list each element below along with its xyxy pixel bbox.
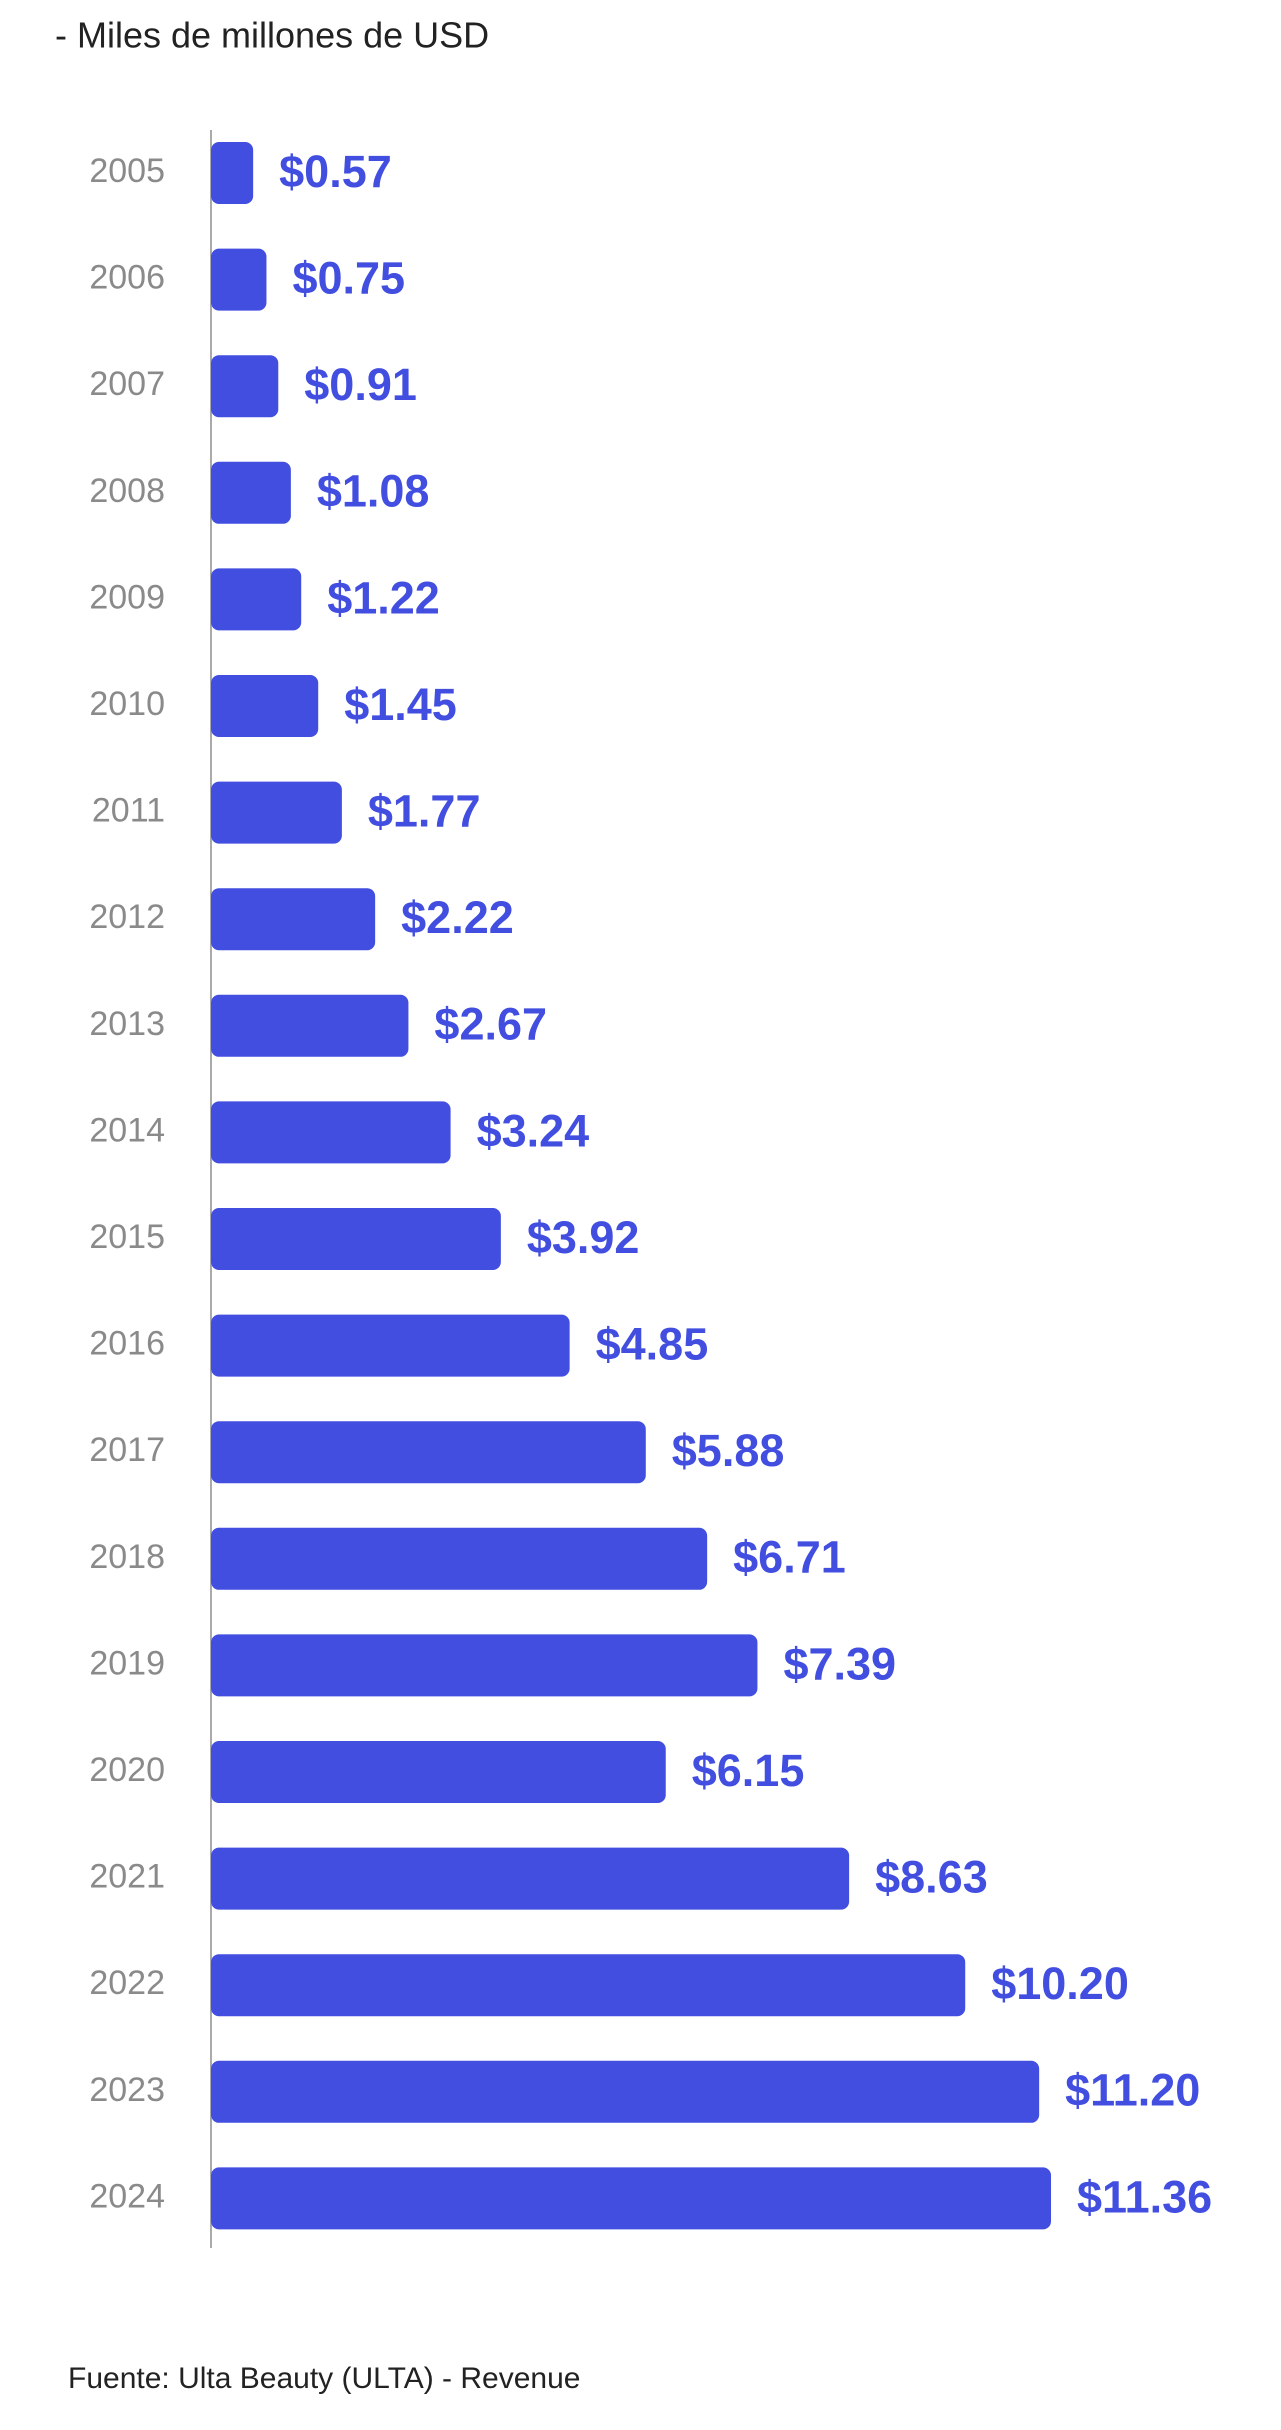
data-label: $0.75 bbox=[292, 252, 405, 303]
data-label: $10.20 bbox=[991, 1958, 1129, 2009]
bar bbox=[211, 2167, 1051, 2230]
bar bbox=[211, 355, 279, 418]
y-tick-label: 2012 bbox=[89, 898, 165, 936]
data-label: $1.77 bbox=[368, 785, 481, 836]
y-tick-label: 2018 bbox=[89, 1538, 165, 1576]
data-label: $11.36 bbox=[1077, 2171, 1212, 2222]
bar bbox=[211, 1634, 758, 1697]
y-tick-label: 2014 bbox=[89, 1111, 165, 1149]
data-label: $5.88 bbox=[672, 1425, 785, 1476]
y-tick-label: 2013 bbox=[89, 1005, 165, 1043]
data-label: $1.22 bbox=[327, 572, 440, 623]
y-tick-label: 2019 bbox=[89, 1644, 165, 1682]
data-label: $11.20 bbox=[1065, 2065, 1200, 2116]
data-label: $0.57 bbox=[279, 146, 392, 197]
bar bbox=[211, 781, 342, 844]
source-note: Fuente: Ulta Beauty (ULTA) - Revenue bbox=[68, 2362, 580, 2395]
bar bbox=[211, 1847, 850, 1910]
data-label: $3.92 bbox=[527, 1212, 640, 1263]
y-tick-label: 2021 bbox=[89, 1858, 165, 1896]
y-tick-label: 2017 bbox=[89, 1431, 165, 1469]
data-label: $2.22 bbox=[401, 892, 514, 943]
data-label: $7.39 bbox=[783, 1638, 896, 1689]
bar bbox=[211, 675, 319, 737]
data-label: $4.85 bbox=[596, 1318, 709, 1369]
bar bbox=[211, 1314, 570, 1377]
bar bbox=[211, 1741, 666, 1803]
data-label: $3.24 bbox=[477, 1105, 590, 1156]
bar bbox=[211, 2060, 1040, 2123]
bar bbox=[211, 1101, 451, 1164]
y-tick-label: 2011 bbox=[92, 792, 165, 830]
bar bbox=[211, 1421, 646, 1484]
data-label: $1.08 bbox=[317, 466, 430, 517]
bar bbox=[211, 142, 254, 204]
data-label: $2.67 bbox=[434, 999, 547, 1050]
y-tick-label: 2016 bbox=[89, 1325, 165, 1363]
y-tick-label: 2010 bbox=[89, 685, 165, 723]
y-tick-label: 2023 bbox=[89, 2071, 165, 2109]
y-tick-label: 2006 bbox=[89, 259, 165, 297]
data-label: $8.63 bbox=[875, 1851, 988, 1902]
data-label: $1.45 bbox=[344, 679, 457, 730]
bar bbox=[211, 1208, 501, 1270]
bar bbox=[211, 994, 409, 1057]
chart-subtitle: - Miles de millones de USD bbox=[55, 15, 489, 56]
y-tick-label: 2008 bbox=[89, 472, 165, 510]
bar bbox=[211, 1954, 966, 2017]
y-tick-label: 2020 bbox=[89, 1751, 165, 1789]
data-label: $6.71 bbox=[733, 1532, 846, 1583]
y-tick-label: 2007 bbox=[89, 365, 165, 403]
y-tick-label: 2005 bbox=[89, 152, 165, 190]
bar bbox=[211, 888, 376, 951]
data-label: $0.91 bbox=[304, 359, 417, 410]
y-tick-label: 2009 bbox=[89, 578, 165, 616]
y-tick-label: 2015 bbox=[89, 1218, 165, 1256]
bar bbox=[211, 248, 267, 311]
bar bbox=[211, 1527, 708, 1590]
bar bbox=[211, 568, 302, 631]
y-tick-label: 2024 bbox=[89, 2177, 165, 2215]
y-tick-label: 2022 bbox=[89, 1964, 165, 2002]
data-label: $6.15 bbox=[692, 1745, 805, 1796]
bar bbox=[211, 461, 291, 524]
